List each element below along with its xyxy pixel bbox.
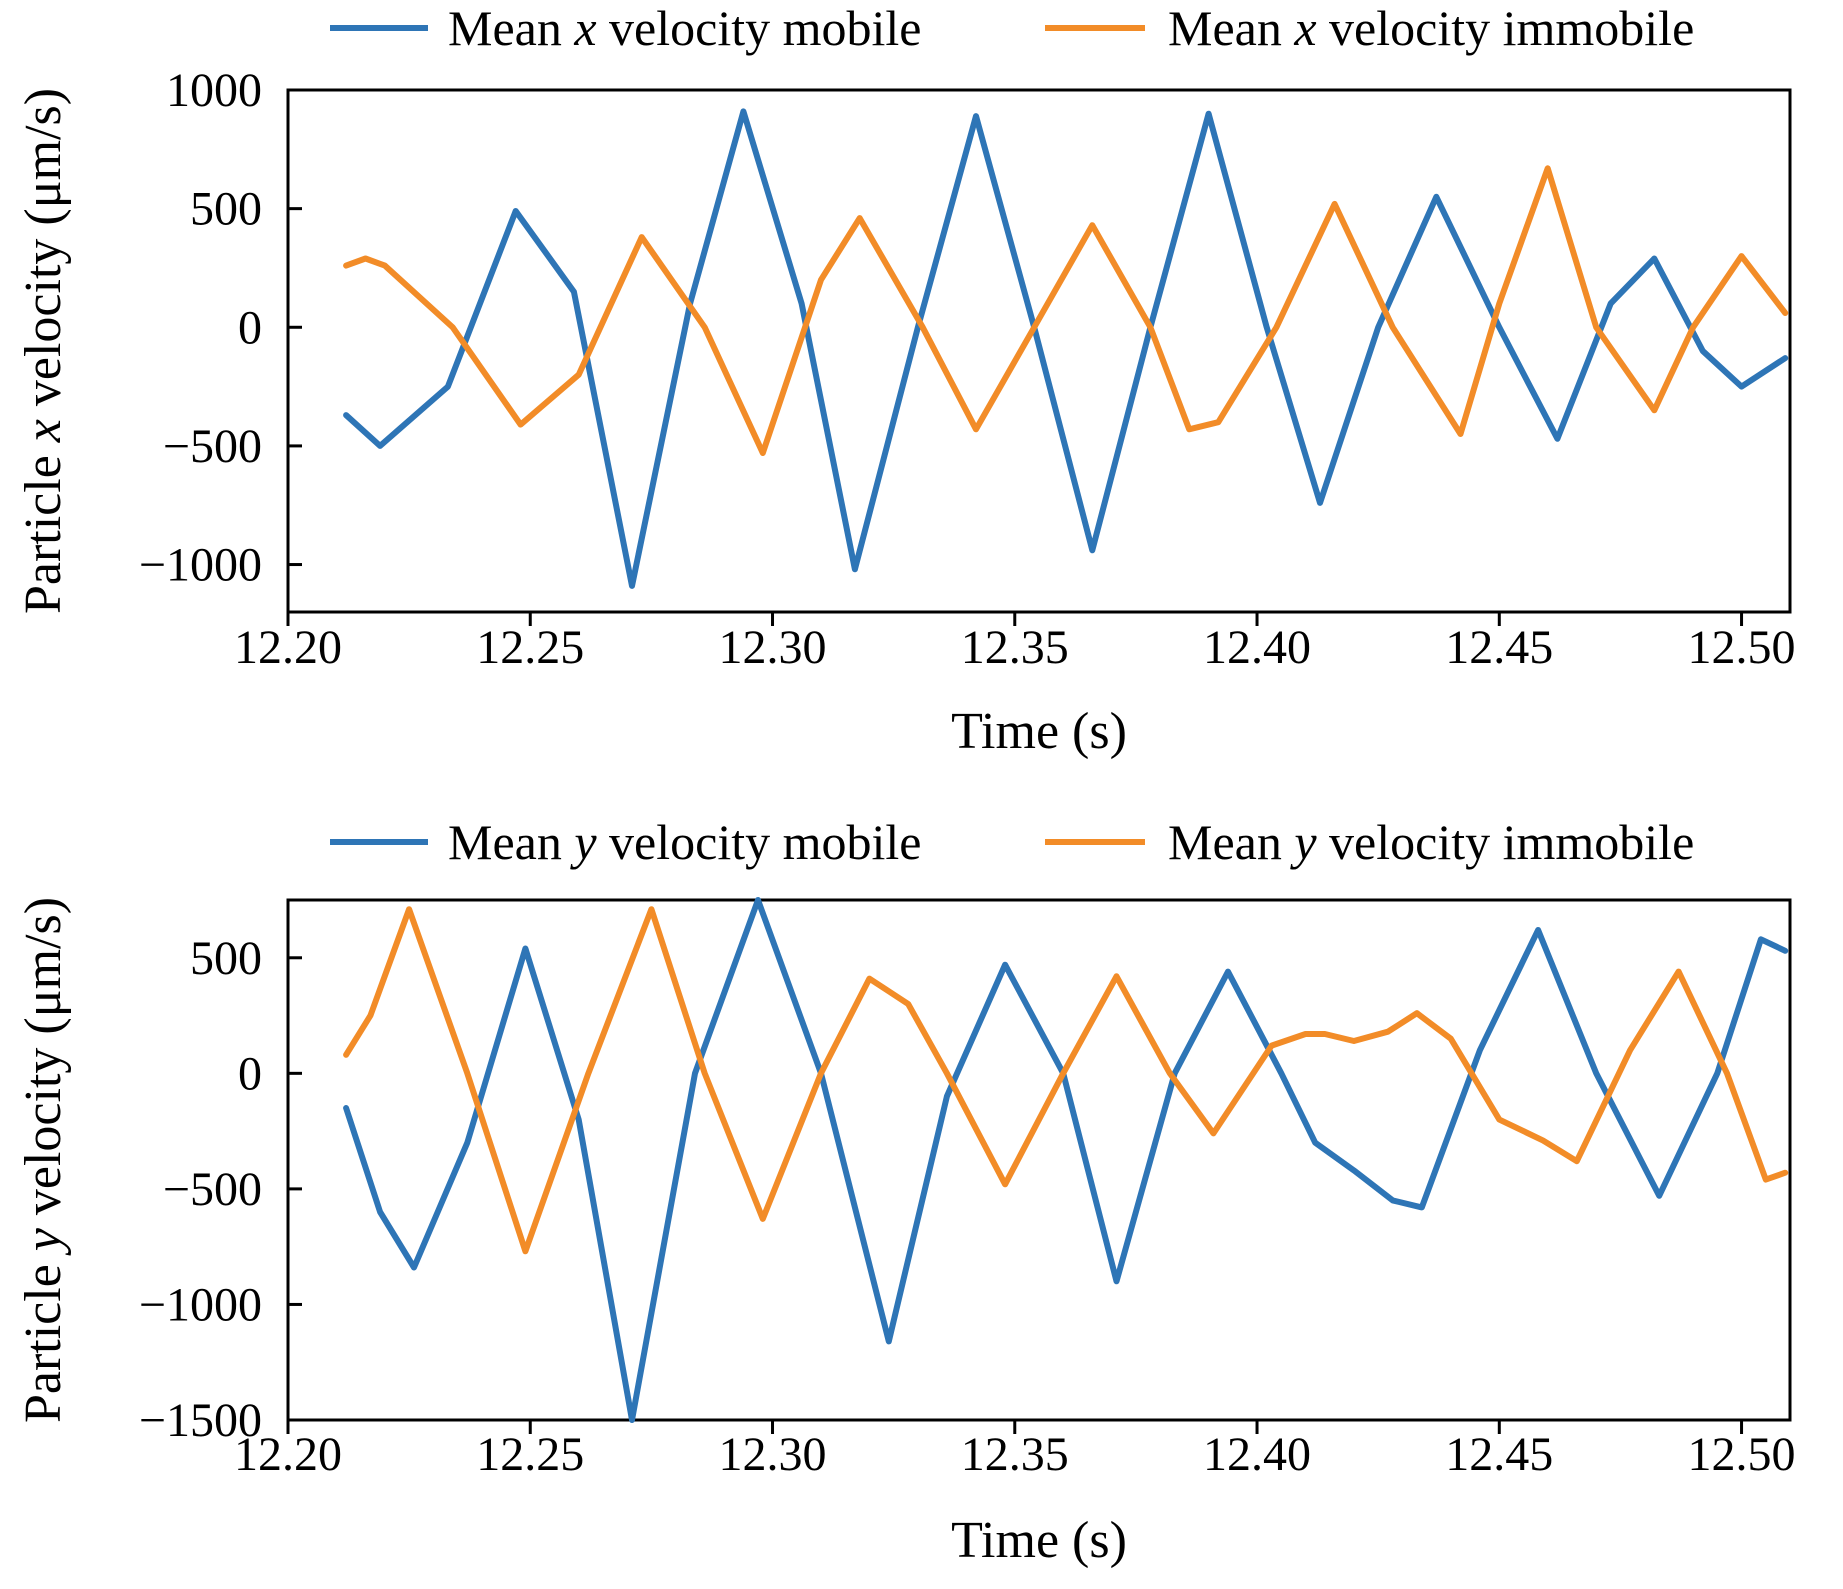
y-axis-label-part: Particle [15, 1251, 72, 1423]
y-axis-label-part: x [15, 419, 72, 443]
x-tick-label: 12.25 [476, 621, 584, 674]
legend-label-1-part: velocity mobile [597, 814, 922, 870]
legend-label-1-part: Mean [448, 0, 574, 56]
y-tick-label: −500 [163, 1163, 262, 1216]
legend-label-1: Mean y velocity mobile [448, 814, 921, 870]
legend-label-2-part: x [1293, 0, 1316, 56]
x-tick-label: 12.45 [1445, 621, 1553, 674]
y-tick-label: 0 [238, 301, 262, 354]
x-tick-label: 12.25 [476, 1428, 584, 1481]
legend-label-1-part: Mean [448, 814, 574, 870]
y-axis-label: Particle x velocity (μm/s) [15, 88, 72, 614]
x-axis-label: Time (s) [951, 703, 1127, 760]
x-tick-label: 12.20 [234, 621, 342, 674]
legend-label-2-part: y [1289, 814, 1317, 870]
legend-label-1-part: y [569, 814, 597, 870]
plot-frame [286, 88, 1792, 614]
x-tick-label: 12.45 [1445, 1428, 1553, 1481]
x-tick-label: 12.20 [234, 1428, 342, 1481]
y-axis-label: Particle y velocity (μm/s) [15, 897, 72, 1423]
chart-panel-2: 12.20 12.25 12.30 12.35 12.40 12.45 12.50 −1500… [15, 814, 1796, 1569]
x-tick-label: 12.30 [719, 1428, 827, 1481]
legend-label-2-part: velocity immobile [1317, 814, 1695, 870]
legend-label-2-part: velocity immobile [1317, 0, 1695, 56]
y-tick-label: −500 [163, 420, 262, 473]
y-axis-label-part: velocity (μm/s) [15, 897, 72, 1228]
y-tick-label: 500 [190, 183, 262, 236]
x-tick-label: 12.50 [1688, 621, 1796, 674]
chart-panel-1: 12.20 12.25 12.30 12.35 12.40 12.45 12.50 −1000… [15, 0, 1796, 760]
x-tick-label: 12.40 [1203, 1428, 1311, 1481]
y-tick-label: −1000 [139, 539, 262, 592]
plot-frame [286, 898, 1792, 1422]
legend-label-2-part: Mean [1168, 814, 1294, 870]
x-tick-label: 12.30 [719, 621, 827, 674]
legend-label-1-part: velocity mobile [597, 0, 922, 56]
series-line-1 [343, 897, 1789, 1423]
x-tick-label: 12.35 [961, 621, 1069, 674]
legend-label-2: Mean y velocity immobile [1168, 814, 1694, 870]
x-tick-label: 12.50 [1688, 1428, 1796, 1481]
y-axis-label-part: y [15, 1227, 72, 1256]
legend-label-1: Mean x velocity mobile [448, 0, 921, 56]
y-tick-label: 1000 [166, 64, 262, 117]
x-tick-label: 12.35 [961, 1428, 1069, 1481]
series-line-2 [343, 906, 1789, 1255]
x-tick-label: 12.40 [1203, 621, 1311, 674]
series-line-1 [343, 108, 1789, 589]
y-tick-label: 500 [190, 932, 262, 985]
legend-label-2-part: Mean [1168, 0, 1294, 56]
legend-label-1-part: x [573, 0, 596, 56]
y-tick-label: −1500 [139, 1394, 262, 1447]
y-tick-label: 0 [238, 1047, 262, 1100]
series-line-2 [343, 165, 1789, 456]
y-tick-label: −1000 [139, 1278, 262, 1331]
x-axis-label: Time (s) [951, 1512, 1127, 1569]
legend-label-2: Mean x velocity immobile [1168, 0, 1694, 56]
y-axis-label-part: velocity (μm/s) [15, 88, 72, 419]
y-axis-label-part: Particle [15, 442, 72, 614]
